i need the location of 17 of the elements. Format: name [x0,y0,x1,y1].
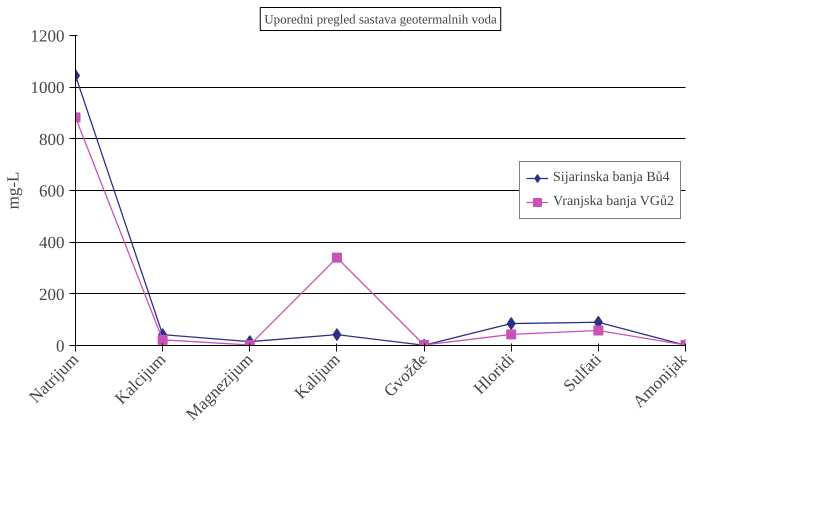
y-tick-label: 0 [56,336,64,356]
point [593,326,604,336]
point [506,329,516,340]
y-axis-title: mg-L [4,172,22,210]
point [332,252,342,263]
legend-label: Sijarinska banja Bů4 [553,170,670,186]
y-tick-label: 1000 [30,78,64,98]
y-tick-label: 200 [39,284,64,304]
y-tick-label: 800 [39,130,64,149]
point [332,328,342,342]
legend-label: Vranjska banja VGů2 [553,194,674,210]
point [506,317,516,330]
chart-title: Uporedni pregled sastava geotermalnih voda [264,12,497,26]
y-tick-label: 600 [39,182,64,200]
y-tick-label: 400 [39,233,64,252]
y-tick-label: 1200 [30,26,64,46]
point [158,334,168,345]
